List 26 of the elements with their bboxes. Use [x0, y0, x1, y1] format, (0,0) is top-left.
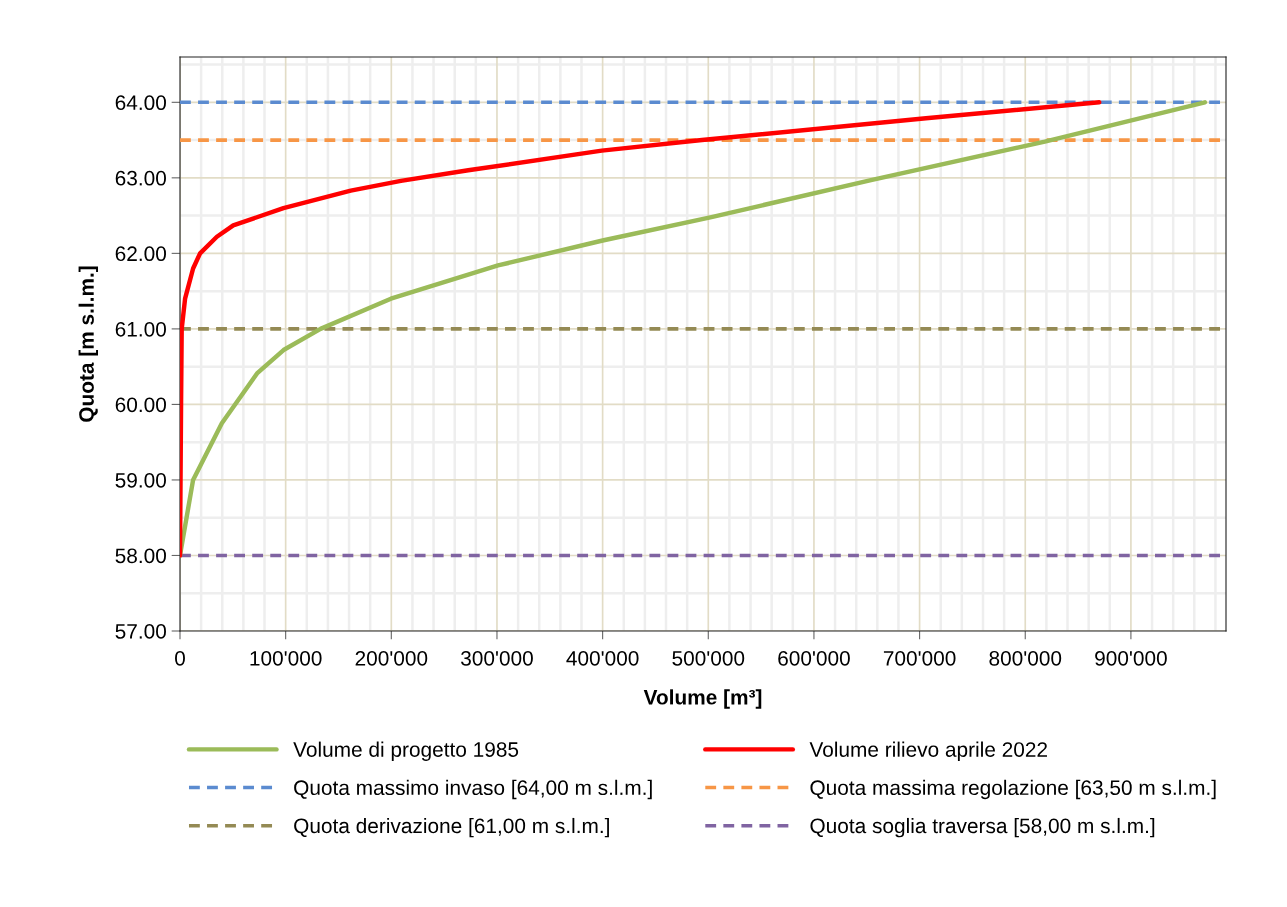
- x-tick-label: 100'000: [250, 650, 322, 666]
- x-tick-label: 0: [175, 650, 185, 666]
- legend-label: Quota massima regolazione [63,50 m s.l.m.]: [810, 779, 1216, 800]
- legend-label: Quota soglia traversa [58,00 m s.l.m.]: [810, 817, 1155, 838]
- y-tick-label: 58.00: [115, 548, 166, 564]
- legend-label: Quota derivazione [61,00 m s.l.m.]: [294, 817, 609, 838]
- y-tick-label: 62.00: [115, 246, 166, 262]
- y-tick-label: 64.00: [115, 95, 166, 111]
- y-tick-label: 59.00: [115, 472, 166, 488]
- x-tick-label: 800'000: [989, 650, 1062, 666]
- y-tick-label: 57.00: [115, 624, 166, 639]
- x-tick-label: 300'000: [461, 650, 533, 666]
- x-axis-title: Volume [m³]: [643, 689, 762, 709]
- y-tick-label: 63.00: [115, 170, 166, 186]
- y-tick-label: 61.00: [115, 321, 166, 337]
- legend-label: Volume di progetto 1985: [293, 741, 519, 762]
- y-axis-title: Quota [m s.l.m.]: [78, 266, 99, 422]
- x-tick-label: 500'000: [672, 650, 745, 666]
- x-tick-label: 700'000: [883, 650, 956, 666]
- x-tick-label: 200'000: [355, 650, 428, 666]
- x-tick-label: 400'000: [566, 650, 639, 666]
- x-tick-label: 600'000: [778, 650, 850, 666]
- legend-label: Volume rilievo aprile 2022: [809, 741, 1047, 762]
- legend-label: Quota massimo invaso [64,00 m s.l.m.]: [294, 779, 652, 800]
- y-tick-label: 60.00: [115, 397, 166, 413]
- x-tick-label: 900'000: [1095, 650, 1167, 666]
